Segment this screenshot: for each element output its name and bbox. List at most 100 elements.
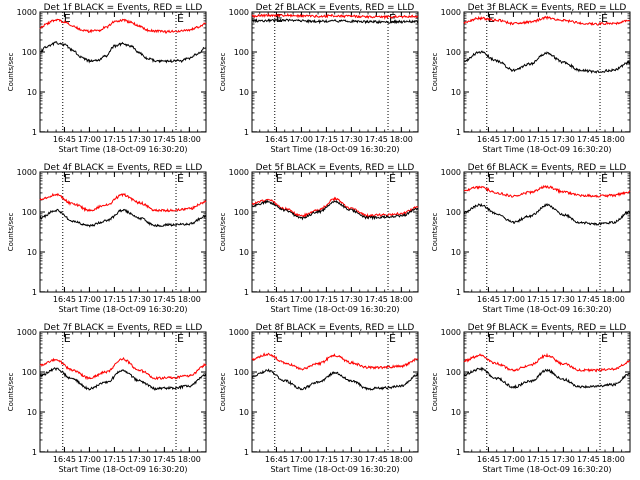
y-axis-label: Counts/sec — [431, 213, 439, 252]
x-tick-label: 18:00 — [390, 295, 413, 304]
event-marker-label: E — [64, 332, 71, 345]
x-tick-label: 17:45 — [365, 135, 388, 144]
x-tick-label: 17:15 — [315, 455, 338, 464]
chart-title: Det 7f BLACK = Events, RED = LLD — [44, 323, 203, 333]
x-tick-label: 17:00 — [502, 135, 525, 144]
x-tick-label: 17:00 — [502, 455, 525, 464]
x-tick-label: 18:00 — [178, 455, 201, 464]
y-tick-label: 1000 — [17, 8, 37, 17]
x-tick-label: 17:00 — [78, 455, 101, 464]
x-tick-label: 17:00 — [290, 455, 313, 464]
series-line-red — [463, 352, 631, 373]
x-axis-label: Start Time (18-Oct-09 16:30:20) — [482, 145, 611, 154]
y-tick-label: 1000 — [229, 8, 249, 17]
y-tick-label: 1 — [32, 288, 37, 297]
y-tick-label: 1000 — [441, 168, 461, 177]
y-tick-label: 1 — [456, 128, 461, 137]
y-tick-label: 100 — [22, 208, 37, 217]
event-marker-label: E — [276, 12, 283, 25]
x-tick-label: 18:00 — [390, 135, 413, 144]
x-tick-label: 17:15 — [315, 295, 338, 304]
y-tick-label: 100 — [446, 208, 461, 217]
plot-frame — [251, 171, 419, 293]
x-tick-label: 18:00 — [178, 135, 201, 144]
y-tick-label: 100 — [22, 48, 37, 57]
x-tick-label: 17:15 — [103, 135, 126, 144]
y-axis-label: Counts/sec — [7, 213, 15, 252]
x-tick-label: 17:15 — [527, 455, 550, 464]
x-tick-label: 17:00 — [78, 135, 101, 144]
x-tick-label: 17:00 — [290, 135, 313, 144]
y-axis-label: Counts/sec — [7, 53, 15, 92]
x-tick-label: 17:00 — [502, 295, 525, 304]
chart-title: Det 5f BLACK = Events, RED = LLD — [256, 163, 415, 173]
x-tick-label: 17:15 — [527, 295, 550, 304]
event-marker-label: E — [488, 172, 495, 185]
y-tick-label: 1000 — [17, 328, 37, 337]
x-tick-label: 17:45 — [365, 295, 388, 304]
plot-frame — [251, 11, 419, 133]
event-marker-label: E — [276, 332, 283, 345]
event-marker-label: E — [488, 12, 495, 25]
y-tick-label: 10 — [451, 248, 461, 257]
y-tick-label: 1 — [32, 448, 37, 457]
plot-frame — [39, 171, 207, 293]
x-tick-label: 17:15 — [527, 135, 550, 144]
chart-panel-8: Det 8f BLACK = Events, RED = LLD Counts/s… — [219, 323, 419, 474]
y-axis-label: Counts/sec — [219, 53, 227, 92]
x-tick-label: 16:45 — [53, 455, 76, 464]
series-line-black — [251, 199, 419, 221]
x-tick-label: 17:00 — [290, 295, 313, 304]
y-tick-label: 10 — [27, 88, 37, 97]
chart-panel-2: Det 2f BLACK = Events, RED = LLD Counts/s… — [219, 3, 419, 154]
series-line-red — [463, 15, 631, 26]
series-line-red — [39, 18, 207, 34]
y-tick-label: 1 — [244, 128, 249, 137]
series-line-black — [39, 367, 207, 391]
x-tick-label: 16:45 — [265, 455, 288, 464]
plot-frame — [39, 331, 207, 453]
y-tick-label: 1000 — [229, 328, 249, 337]
x-tick-label: 17:30 — [552, 295, 575, 304]
y-tick-label: 100 — [446, 368, 461, 377]
event-marker-label: E — [389, 332, 396, 345]
event-marker-label: E — [488, 332, 495, 345]
y-tick-label: 10 — [451, 88, 461, 97]
y-tick-label: 10 — [239, 408, 249, 417]
chart-panel-5: Det 5f BLACK = Events, RED = LLD Counts/s… — [219, 163, 419, 314]
x-axis-label: Start Time (18-Oct-09 16:30:20) — [270, 305, 399, 314]
series-line-red — [39, 357, 207, 381]
y-axis-label: Counts/sec — [219, 373, 227, 412]
chart-panel-9: Det 9f BLACK = Events, RED = LLD Counts/s… — [431, 323, 631, 474]
x-tick-label: 17:30 — [552, 455, 575, 464]
x-tick-label: 17:30 — [340, 455, 363, 464]
event-marker-label: E — [389, 172, 396, 185]
y-tick-label: 1000 — [17, 168, 37, 177]
series-line-black — [463, 50, 631, 74]
chart-panel-3: Det 3f BLACK = Events, RED = LLD Counts/s… — [431, 3, 631, 154]
series-line-red — [463, 184, 631, 198]
x-axis-label: Start Time (18-Oct-09 16:30:20) — [482, 305, 611, 314]
x-tick-label: 17:45 — [153, 295, 176, 304]
series-line-black — [39, 208, 207, 228]
x-axis-label: Start Time (18-Oct-09 16:30:20) — [58, 145, 187, 154]
chart-panel-6: Det 6f BLACK = Events, RED = LLD Counts/s… — [431, 163, 631, 314]
x-tick-label: 17:45 — [153, 455, 176, 464]
event-marker-label: E — [64, 12, 71, 25]
x-tick-label: 17:30 — [128, 295, 151, 304]
y-tick-label: 1 — [244, 288, 249, 297]
x-tick-label: 18:00 — [178, 295, 201, 304]
x-tick-label: 18:00 — [602, 135, 625, 144]
series-line-red — [251, 196, 419, 219]
chart-title: Det 4f BLACK = Events, RED = LLD — [44, 163, 203, 173]
plot-frame — [251, 331, 419, 453]
chart-panel-4: Det 4f BLACK = Events, RED = LLD Counts/s… — [7, 163, 207, 314]
x-tick-label: 17:45 — [365, 455, 388, 464]
series-line-black — [251, 368, 419, 391]
x-tick-label: 17:45 — [577, 295, 600, 304]
y-tick-label: 10 — [27, 248, 37, 257]
plot-frame — [463, 331, 631, 453]
series-line-red — [251, 12, 419, 20]
series-line-black — [463, 202, 631, 227]
